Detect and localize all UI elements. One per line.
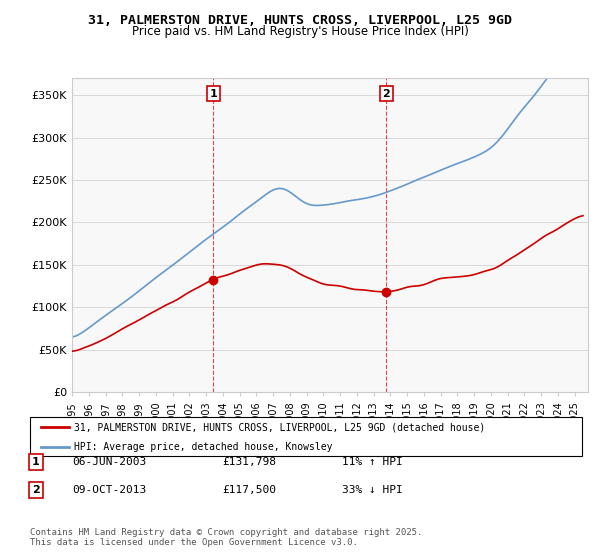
Text: 06-JUN-2003: 06-JUN-2003 xyxy=(72,457,146,467)
Text: 11% ↑ HPI: 11% ↑ HPI xyxy=(342,457,403,467)
Text: 2: 2 xyxy=(32,485,40,495)
Text: 31, PALMERSTON DRIVE, HUNTS CROSS, LIVERPOOL, L25 9GD: 31, PALMERSTON DRIVE, HUNTS CROSS, LIVER… xyxy=(88,14,512,27)
Text: 2: 2 xyxy=(383,88,391,99)
Text: £131,798: £131,798 xyxy=(222,457,276,467)
Text: 31, PALMERSTON DRIVE, HUNTS CROSS, LIVERPOOL, L25 9GD (detached house): 31, PALMERSTON DRIVE, HUNTS CROSS, LIVER… xyxy=(74,422,485,432)
FancyBboxPatch shape xyxy=(30,417,582,456)
Text: HPI: Average price, detached house, Knowsley: HPI: Average price, detached house, Know… xyxy=(74,442,332,451)
Text: Price paid vs. HM Land Registry's House Price Index (HPI): Price paid vs. HM Land Registry's House … xyxy=(131,25,469,38)
Text: 33% ↓ HPI: 33% ↓ HPI xyxy=(342,485,403,495)
Text: 09-OCT-2013: 09-OCT-2013 xyxy=(72,485,146,495)
Text: £117,500: £117,500 xyxy=(222,485,276,495)
Text: 1: 1 xyxy=(32,457,40,467)
Text: 1: 1 xyxy=(209,88,217,99)
Text: Contains HM Land Registry data © Crown copyright and database right 2025.
This d: Contains HM Land Registry data © Crown c… xyxy=(30,528,422,547)
